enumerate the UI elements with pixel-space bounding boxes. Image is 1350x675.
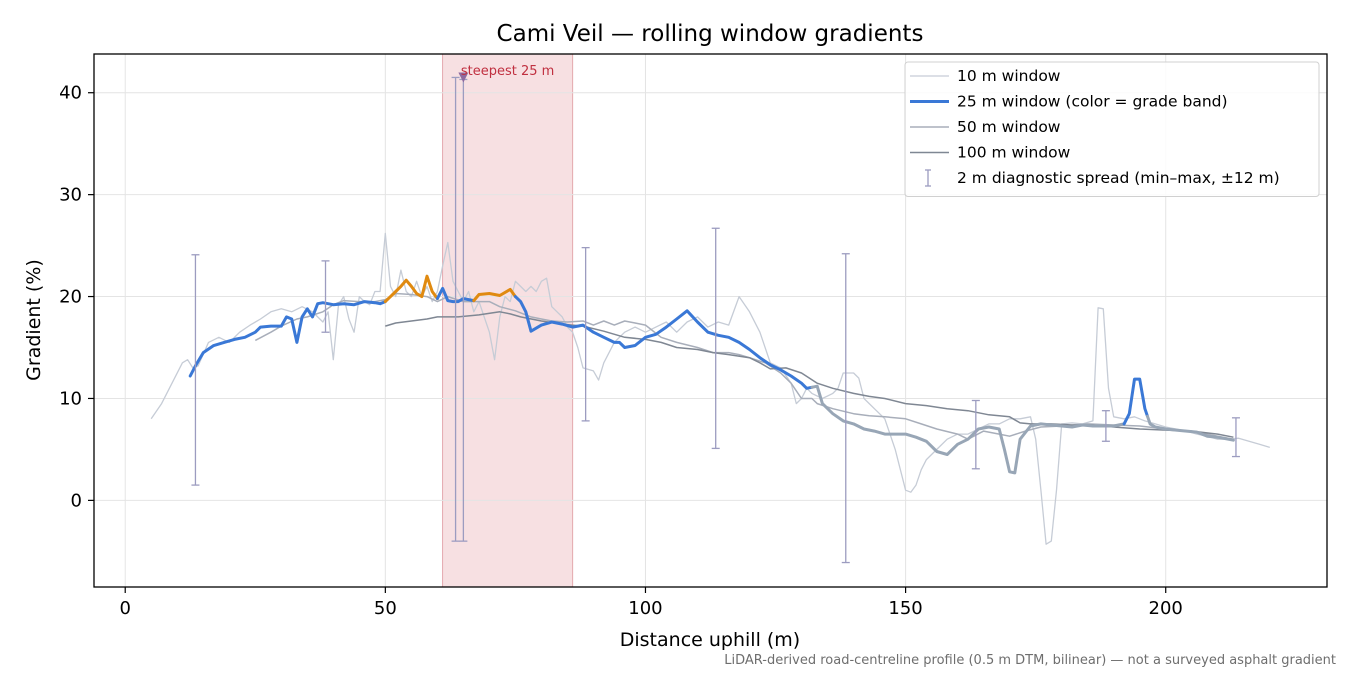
legend-item: 100 m window [910,144,1071,162]
x-tick-label: 100 [628,598,662,619]
x-tick-label: 50 [374,598,397,619]
diagnostic-errorbar [1231,417,1240,458]
x-tick-label: 150 [888,598,922,619]
diagnostic-errorbar [841,253,850,564]
footnote: LiDAR-derived road-centreline profile (0… [724,653,1336,668]
series-25-m-window [188,274,1235,475]
series-segment-high-grade [383,274,439,304]
series-segment-mid-grade [1122,377,1149,426]
series-segment-mid-grade [513,295,814,390]
y-tick-label: 10 [59,388,82,409]
series-10-m-window [150,232,1270,545]
diagnostic-errorbar [581,246,590,422]
y-tick-label: 40 [59,83,82,104]
legend-item: 50 m window [910,118,1061,136]
chart-title: Cami Veil — rolling window gradients [497,21,924,47]
x-tick-label: 0 [119,598,130,619]
y-tick-label: 30 [59,185,82,206]
legend-label: 50 m window [957,118,1061,136]
diagnostic-errorbar [711,227,720,450]
legend-box [904,61,1320,197]
legend: 10 m window 25 m window (color = grade ba… [904,61,1320,197]
steepest-window-label: steepest 25 m [461,64,554,79]
diagnostic-errorbar [1101,410,1110,442]
steepest-marker [458,72,469,83]
legend-label: 2 m diagnostic spread (min–max, ±12 m) [957,169,1280,187]
series-segment-high-grade [472,287,517,303]
diagnostic-errorbar [971,399,980,470]
series-segment-low-grade [810,384,1126,475]
legend-label: 10 m window [957,67,1061,85]
legend-label: 25 m window (color = grade band) [957,93,1228,111]
plot-area-frame [93,53,1328,588]
legend-label: 100 m window [957,144,1071,162]
series-segment-mid-grade [188,300,387,378]
x-tick-label: 200 [1149,598,1183,619]
legend-item: 25 m window (color = grade band) [910,93,1228,111]
legend-item: 2 m diagnostic spread (min–max, ±12 m) [925,169,1280,187]
legend-item: 10 m window [910,67,1061,85]
y-axis-label: Gradient (%) [23,259,45,381]
series-50-m-window [254,292,1234,440]
y-tick-label: 20 [59,287,82,308]
y-tick-label: 0 [71,490,82,511]
diagnostic-errorbar [321,260,330,333]
x-axis-label: Distance uphill (m) [620,629,800,651]
series-segment-low-grade [1146,414,1235,442]
diagnostic-errorbar [451,76,460,542]
diagnostic-errorbar [191,254,200,486]
